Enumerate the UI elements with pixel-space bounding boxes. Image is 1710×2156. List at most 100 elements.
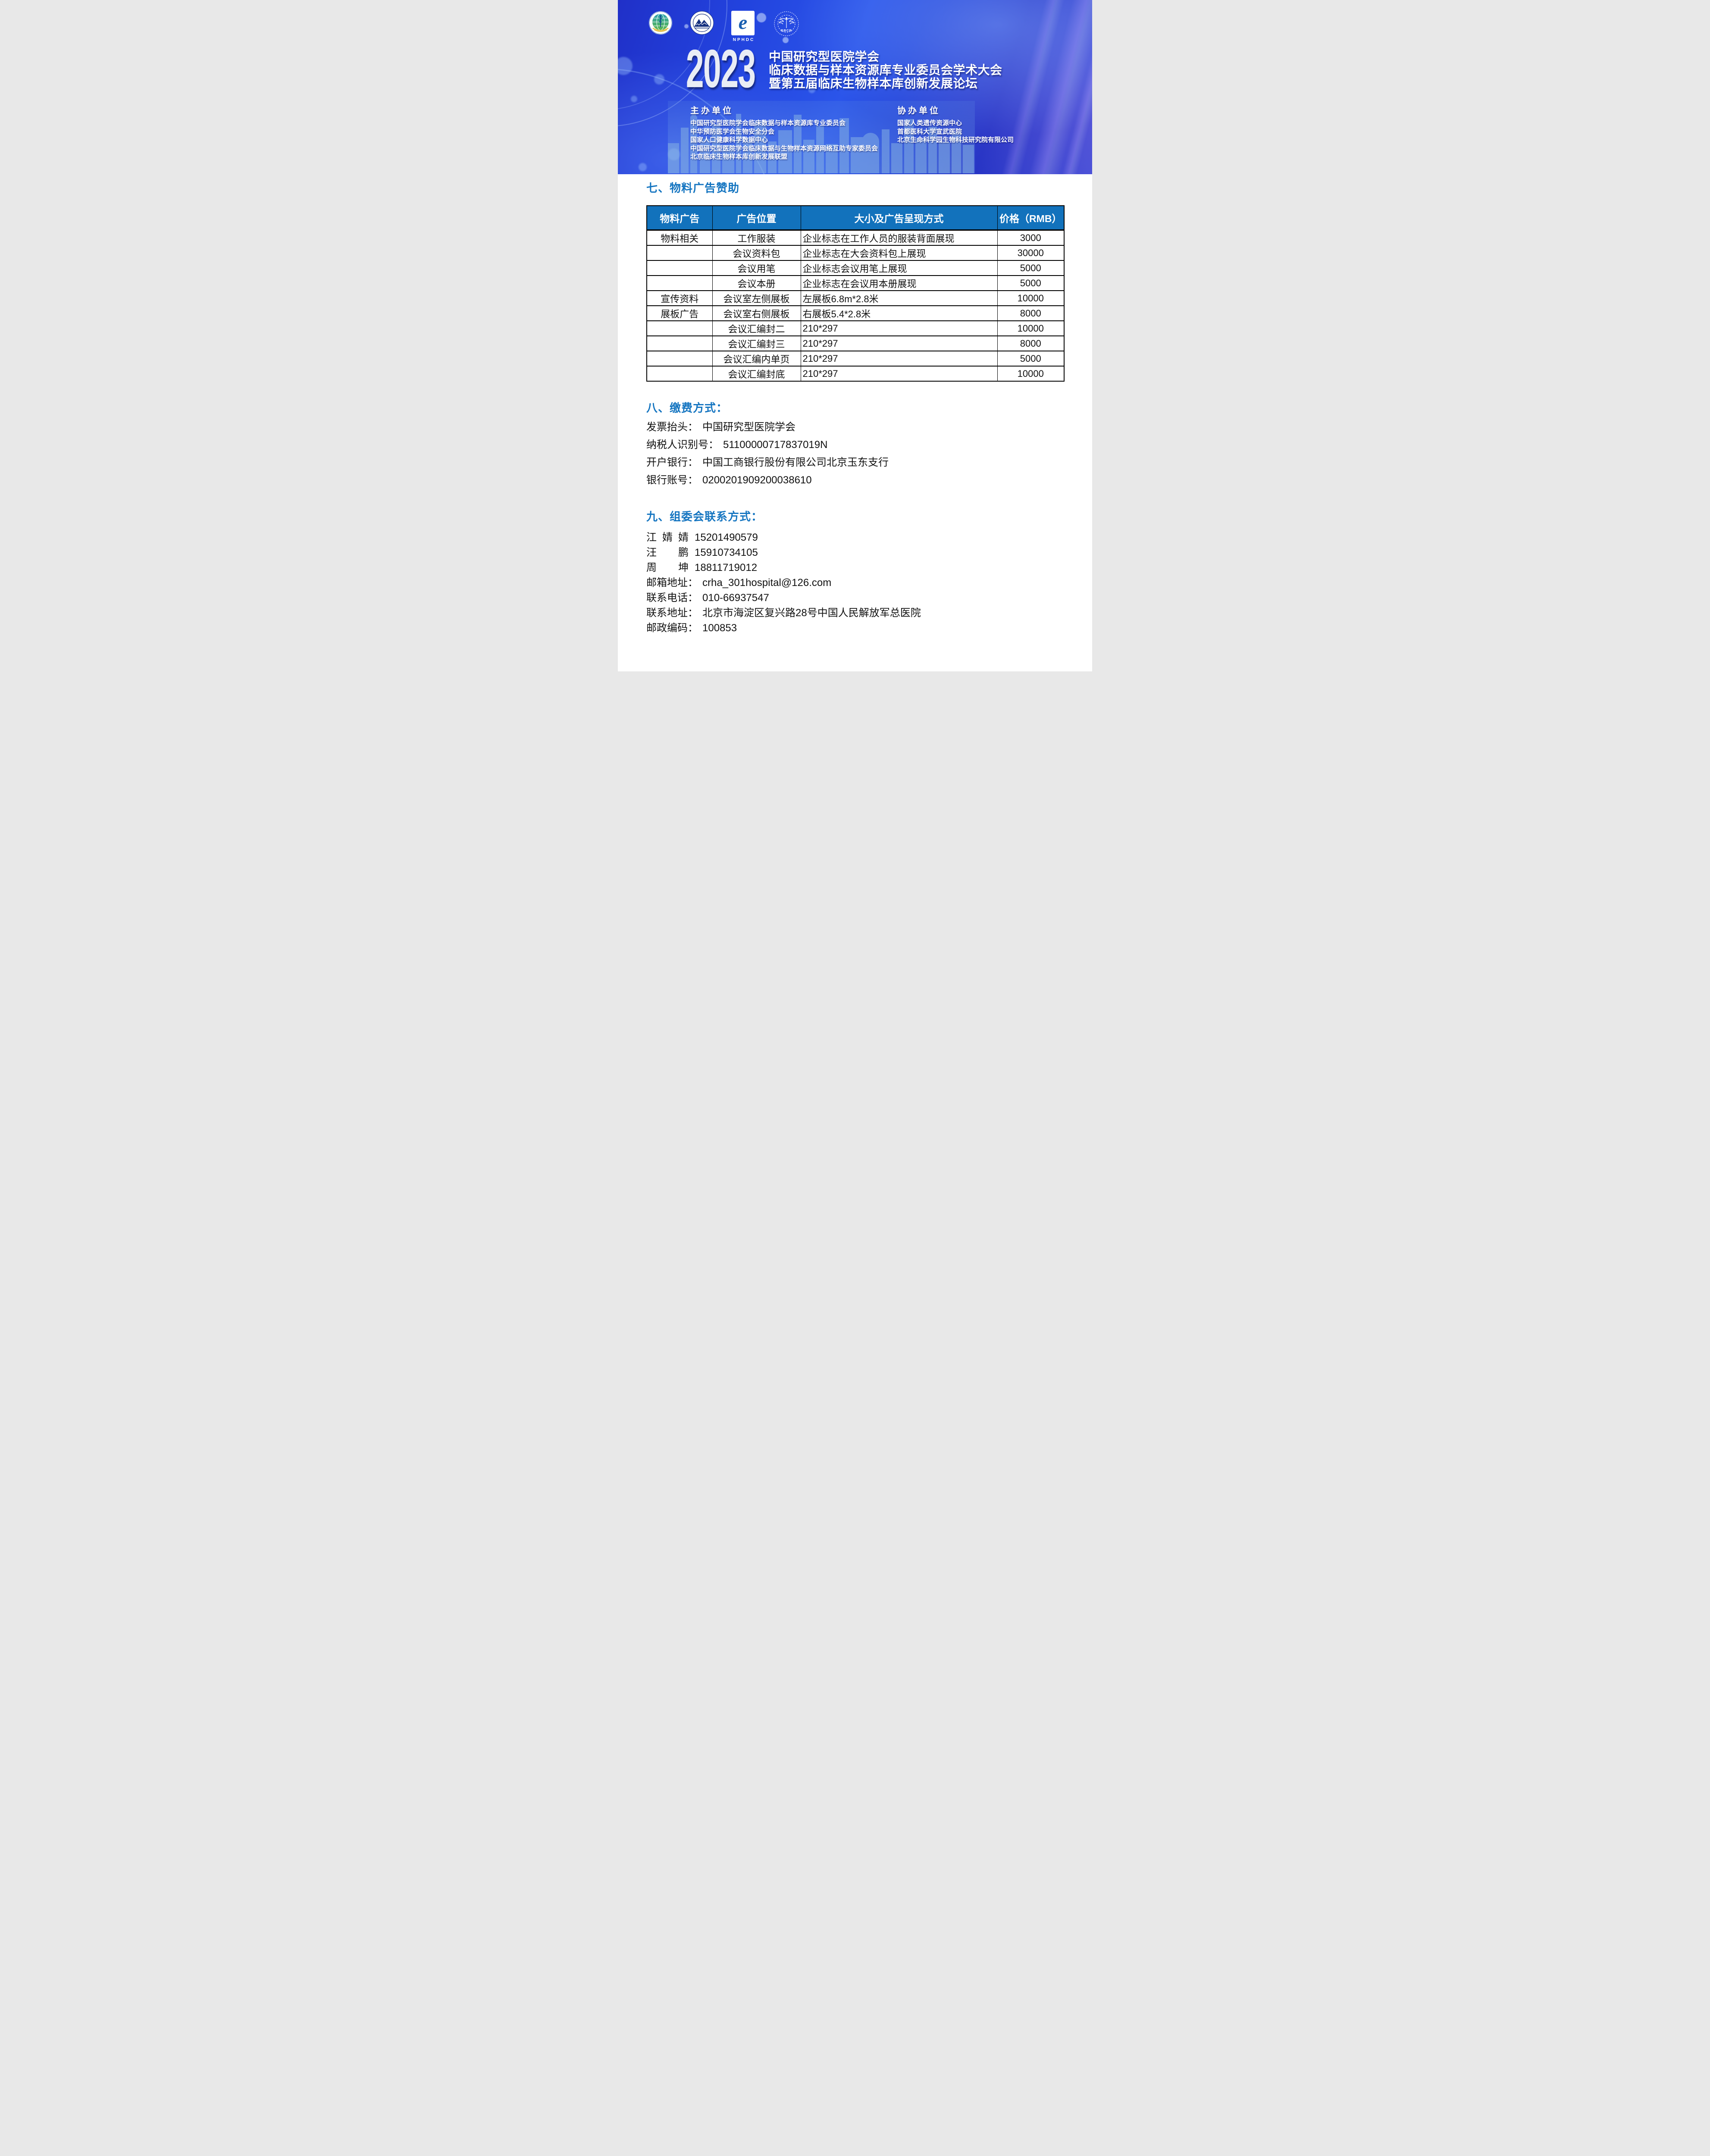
contact-person: 汪鹏 15910734105 <box>646 545 1064 560</box>
contact-value: 010-66937547 <box>702 592 769 604</box>
cpma-logo-icon <box>690 11 714 35</box>
section-title-contact: 九、组委会联系方式： <box>646 510 763 523</box>
contact-person: 江婧婧 15201490579 <box>646 530 1064 545</box>
contact-label: 联系地址： <box>646 607 698 619</box>
table-cell <box>646 335 713 351</box>
table-cell: 会议室右侧展板 <box>712 305 801 321</box>
table-cell <box>646 245 713 261</box>
host-item: 中国研究型医院学会临床数据与生物样本资源网络互助专家委员会 <box>690 144 878 152</box>
conference-title: 中国研究型医院学会 临床数据与样本资源库专业委员会学术大会 暨第五届临床生物样本… <box>769 50 1002 90</box>
bokeh-dot <box>684 24 689 28</box>
table-cell: 展板广告 <box>646 305 713 321</box>
payment-value: 中国工商银行股份有限公司北京玉东支行 <box>702 457 889 468</box>
table-cell: 210*297 <box>800 366 998 382</box>
table-row: 会议用笔 企业标志会议用笔上展现 5000 <box>646 260 1065 276</box>
table-cell: 3000 <box>997 229 1065 246</box>
payment-label: 银行账号： <box>646 474 698 486</box>
payment-label: 开户银行： <box>646 457 698 468</box>
contact-value: crha_301hospital@126.com <box>702 577 832 589</box>
table-cell: 5000 <box>997 351 1065 367</box>
table-header-cell: 价格（RMB） <box>997 205 1065 231</box>
payment-lines: 发票抬头： 中国研究型医院学会 纳税人识别号： 51100000717837019N 开… <box>646 418 1064 489</box>
contact-label: 邮政编码： <box>646 622 698 634</box>
table-cell: 企业标志在大会资料包上展现 <box>800 245 998 261</box>
table-cell: 左展板6.8m*2.8米 <box>800 290 998 306</box>
table-cell: 物料相关 <box>646 229 713 246</box>
bokeh-dot <box>757 13 766 22</box>
nphdc-logo: e NPHDC <box>731 11 756 42</box>
host-item: 国家人口健康科学数据中心 <box>690 136 768 144</box>
table-cell: 会议汇编内单页 <box>712 351 801 367</box>
person-phone: 15201490579 <box>695 532 758 543</box>
payment-line: 纳税人识别号： 51100000717837019N <box>646 436 1064 454</box>
section-title-payment: 八、缴费方式： <box>646 401 728 414</box>
table-cell: 5000 <box>997 260 1065 276</box>
table-row: 会议汇编内单页 210*297 5000 <box>646 351 1065 367</box>
contact-label: 联系电话： <box>646 592 698 604</box>
contact-value: 100853 <box>702 622 737 634</box>
person-name: 周坤 <box>646 562 689 573</box>
table-cell: 右展板5.4*2.8米 <box>800 305 998 321</box>
table-cell <box>646 351 713 367</box>
host-list: 中国研究型医院学会临床数据与样本资源库专业委员会 中华预防医学会生物安全分会 国家人… <box>690 119 878 161</box>
table-header-cell: 广告位置 <box>712 205 801 231</box>
payment-line: 银行账号： 0200201909200038610 <box>646 471 1064 489</box>
table-header-cell: 大小及广告呈现方式 <box>800 205 998 231</box>
hosts-heading: 主办单位 <box>690 106 733 116</box>
nphdc-label: NPHDC <box>733 38 755 42</box>
contact-label: 邮箱地址： <box>646 577 698 589</box>
host-item: 北京临床生物样本库创新发展联盟 <box>690 153 788 160</box>
bokeh-dot <box>726 50 731 55</box>
bokeh-dot <box>795 58 799 62</box>
table-cell <box>646 366 713 382</box>
sponsor-table: 物料广告 广告位置 大小及广告呈现方式 价格（RMB） 物料相关 工作服装 企业标志在工作… <box>646 205 1065 382</box>
bokeh-dot <box>783 37 789 43</box>
bbcr-logo-icon: BBCR <box>774 11 799 36</box>
crha-logo-icon <box>649 11 672 34</box>
title-line-2: 临床数据与样本资源库专业委员会学术大会 <box>769 63 1002 77</box>
banner: e NPHDC BBCR 2023 中国研究型医院学会 临床数据与样本资源库专业… <box>618 0 1092 174</box>
table-cell: 210*297 <box>800 320 998 336</box>
table-cell: 企业标志在工作人员的服装背面展现 <box>800 229 998 246</box>
contact-people: 江婧婧 15201490579 汪鹏 15910734105 周坤 18811719012 <box>646 530 1064 575</box>
table-cell <box>646 260 713 276</box>
year-2023: 2023 <box>686 39 756 99</box>
table-cell: 会议用笔 <box>712 260 801 276</box>
main-content: 七、物料广告赞助 物料广告 广告位置 大小及广告呈现方式 价格（RMB） 物料相关 工作… <box>618 181 1092 636</box>
contact-line: 联系地址： 北京市海淀区复兴路28号中国人民解放军总医院 <box>646 605 1064 620</box>
payment-line: 开户银行： 中国工商银行股份有限公司北京玉东支行 <box>646 454 1064 471</box>
table-row: 物料相关 工作服装 企业标志在工作人员的服装背面展现 3000 <box>646 229 1065 246</box>
person-name: 汪鹏 <box>646 547 689 558</box>
contact-person: 周坤 18811719012 <box>646 560 1064 575</box>
co-organizations: 协办单位 国家人类遗传资源中心 首都医科大学宣武医院 北京生命科学园生物科技研究院有… <box>897 103 1014 144</box>
coorgs-heading: 协办单位 <box>897 106 940 116</box>
table-cell: 8000 <box>997 305 1065 321</box>
table-cell: 会议汇编封三 <box>712 335 801 351</box>
contact-lines: 邮箱地址： crha_301hospital@126.com 联系电话： 010-66… <box>646 575 1064 636</box>
person-phone: 18811719012 <box>695 562 758 573</box>
table-cell <box>646 320 713 336</box>
table-cell: 5000 <box>997 275 1065 291</box>
table-cell: 10000 <box>997 366 1065 382</box>
table-cell: 会议汇编封底 <box>712 366 801 382</box>
payment-label: 纳税人识别号： <box>646 439 719 451</box>
table-header-cell: 物料广告 <box>646 205 713 231</box>
payment-label: 发票抬头： <box>646 421 698 433</box>
table-row: 会议资料包 企业标志在大会资料包上展现 30000 <box>646 245 1065 261</box>
coorg-item: 首都医科大学宣武医院 <box>897 128 962 135</box>
bokeh-dot <box>631 96 637 102</box>
skyline-svg <box>668 106 974 173</box>
title-line-3: 暨第五届临床生物样本库创新发展论坛 <box>769 77 978 90</box>
bokeh-dot <box>808 86 815 93</box>
section-title-materials: 七、物料广告赞助 <box>646 182 740 194</box>
table-cell: 会议室左侧展板 <box>712 290 801 306</box>
table-row: 会议汇编封三 210*297 8000 <box>646 335 1065 351</box>
table-cell <box>646 275 713 291</box>
light-streak <box>995 0 1068 174</box>
logo-row: e NPHDC BBCR <box>648 11 799 42</box>
coorg-list: 国家人类遗传资源中心 首都医科大学宣武医院 北京生命科学园生物科技研究院有限公司 <box>897 119 1014 144</box>
conference-flyer-page: e NPHDC BBCR 2023 中国研究型医院学会 临床数据与样本资源库专业… <box>618 0 1092 671</box>
bokeh-dot <box>703 126 710 133</box>
city-skyline-illustration <box>668 101 975 173</box>
table-cell: 工作服装 <box>712 229 801 246</box>
